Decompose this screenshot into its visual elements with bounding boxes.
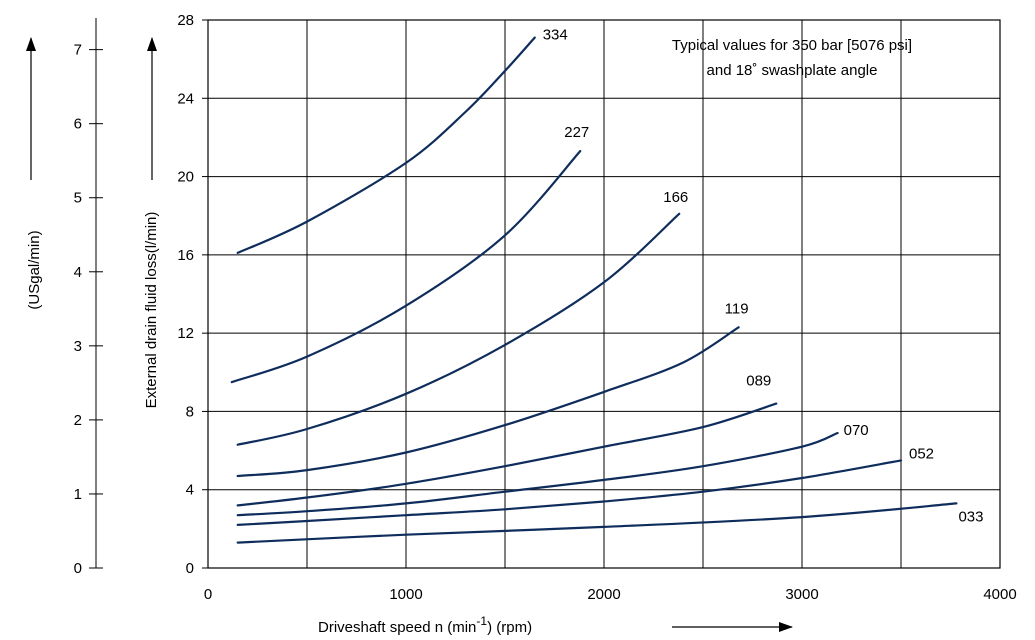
series-line-227: [230, 150, 582, 384]
series-label-166: 166: [663, 189, 688, 206]
series-label-334: 334: [543, 27, 568, 44]
series-label-052: 052: [909, 445, 934, 462]
series-label-227: 227: [564, 124, 589, 141]
y2-tick-label: 2: [74, 412, 82, 429]
series-label-119: 119: [725, 300, 749, 317]
note-box: Typical values for 350 bar [5076 psi] an…: [672, 37, 912, 79]
series-label-033: 033: [958, 508, 983, 525]
y2-tick-label: 0: [74, 560, 82, 577]
series-labels: 334 227 166 119 089 070 052 033: [543, 27, 984, 526]
y2-tick-label: 4: [74, 264, 82, 281]
y-tick-label: 16: [177, 247, 194, 264]
x-tick-label: 4000: [983, 586, 1016, 603]
y-tick-label: 12: [177, 325, 194, 342]
y-tick-label: 28: [177, 12, 194, 29]
grid: [208, 20, 1000, 568]
x-tick-label: 3000: [785, 586, 818, 603]
series-label-089: 089: [746, 373, 771, 390]
x-axis-title-sup: -1: [476, 614, 487, 628]
y2-tick-label: 7: [74, 42, 82, 59]
y-tick-label: 20: [177, 169, 194, 186]
y-tick-label: 4: [186, 482, 194, 499]
y2-tick-label: 3: [74, 338, 82, 355]
y2-tick-label: 1: [74, 486, 82, 503]
x-tick-label: 0: [204, 586, 212, 603]
x-tick-label: 1000: [389, 586, 422, 603]
y-axis-title: External drain fluid loss(l/min): [143, 212, 160, 409]
y2-tick-label: 6: [74, 116, 82, 133]
x-axis-title-main: Driveshaft speed n (min: [318, 619, 476, 636]
plot-frame: [207, 19, 1001, 569]
y-tick-label: 8: [186, 403, 194, 420]
x-axis-title-tail: ) (rpm): [487, 619, 532, 636]
note-line-1: Typical values for 350 bar [5076 psi]: [672, 37, 912, 54]
y-tick-label: 0: [186, 560, 194, 577]
series-line-070: [236, 431, 839, 517]
x-axis-title: Driveshaft speed n (min-1) (rpm): [318, 614, 532, 636]
y-tick-label: 24: [177, 90, 194, 107]
series-line-052: [236, 459, 903, 526]
series-line-119: [236, 326, 740, 478]
y2-axis-title: (USgal/min): [26, 230, 43, 309]
x-tick-label: 2000: [587, 586, 620, 603]
note-line-2: and 18˚ swashplate angle: [707, 62, 878, 79]
series-line-033: [236, 502, 958, 544]
y2-tick-label: 5: [74, 190, 82, 207]
series-label-070: 070: [844, 422, 869, 439]
series-line-089: [236, 402, 778, 507]
series-lines: [230, 36, 958, 544]
series-line-334: [236, 36, 536, 254]
series-line-166: [236, 212, 681, 446]
